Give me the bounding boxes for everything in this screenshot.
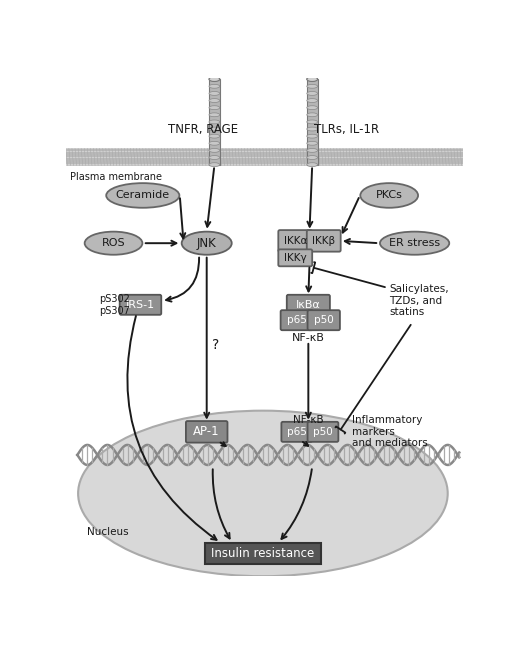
Ellipse shape — [209, 120, 220, 124]
Ellipse shape — [307, 120, 317, 124]
Ellipse shape — [360, 183, 418, 208]
Text: Inflammatory
markers
and mediators: Inflammatory markers and mediators — [352, 415, 428, 448]
Ellipse shape — [307, 91, 317, 95]
Ellipse shape — [209, 127, 220, 131]
FancyBboxPatch shape — [278, 249, 312, 267]
Ellipse shape — [209, 134, 220, 138]
FancyBboxPatch shape — [307, 230, 341, 252]
Ellipse shape — [307, 141, 317, 145]
Text: IκBα: IκBα — [296, 300, 321, 310]
Bar — [307, 79, 317, 164]
Bar — [209, 79, 220, 164]
Text: JNK: JNK — [197, 237, 217, 250]
Text: IKKγ: IKKγ — [284, 253, 307, 263]
Text: p65: p65 — [287, 315, 307, 325]
FancyBboxPatch shape — [281, 422, 312, 442]
Ellipse shape — [307, 77, 317, 81]
Ellipse shape — [307, 148, 317, 152]
Text: pS307: pS307 — [99, 306, 130, 316]
Ellipse shape — [209, 148, 220, 152]
Text: p50: p50 — [314, 315, 334, 325]
FancyBboxPatch shape — [186, 421, 228, 443]
Ellipse shape — [209, 163, 220, 166]
Ellipse shape — [307, 155, 317, 159]
FancyBboxPatch shape — [281, 310, 313, 330]
Text: p65: p65 — [287, 427, 307, 437]
Text: Ceramide: Ceramide — [116, 190, 170, 201]
Text: ?: ? — [212, 338, 220, 352]
Text: Nucleus: Nucleus — [87, 527, 129, 537]
Text: TNFR, RAGE: TNFR, RAGE — [168, 124, 238, 137]
Text: PKCs: PKCs — [376, 190, 402, 201]
FancyBboxPatch shape — [287, 295, 330, 315]
Text: Insulin resistance: Insulin resistance — [211, 547, 315, 560]
Ellipse shape — [307, 127, 317, 131]
Text: IKKα: IKKα — [284, 236, 307, 246]
Text: Plasma membrane: Plasma membrane — [70, 171, 162, 182]
Ellipse shape — [85, 232, 142, 255]
Ellipse shape — [182, 232, 232, 255]
Ellipse shape — [307, 134, 317, 138]
Ellipse shape — [209, 113, 220, 116]
Text: Salicylates,
TZDs, and
statins: Salicylates, TZDs, and statins — [389, 284, 449, 317]
Ellipse shape — [209, 155, 220, 159]
Text: IRS-1: IRS-1 — [126, 300, 155, 310]
Ellipse shape — [380, 232, 449, 255]
Bar — [205, 543, 320, 564]
FancyBboxPatch shape — [308, 310, 340, 330]
Text: p50: p50 — [313, 427, 333, 437]
FancyBboxPatch shape — [278, 230, 312, 252]
Ellipse shape — [106, 183, 180, 208]
Ellipse shape — [307, 113, 317, 116]
Text: NF-κB: NF-κB — [293, 415, 324, 424]
Text: ROS: ROS — [102, 238, 125, 248]
Ellipse shape — [307, 84, 317, 88]
Ellipse shape — [307, 77, 317, 82]
Ellipse shape — [307, 163, 317, 166]
Text: IKKβ: IKKβ — [312, 236, 335, 246]
Text: TLRs, IL-1R: TLRs, IL-1R — [314, 124, 379, 137]
Bar — [66, 148, 463, 166]
Ellipse shape — [209, 98, 220, 102]
Text: NF-κB: NF-κB — [292, 333, 325, 344]
Text: pS302: pS302 — [99, 294, 130, 303]
FancyBboxPatch shape — [308, 422, 338, 442]
Ellipse shape — [209, 141, 220, 145]
Ellipse shape — [209, 84, 220, 88]
Text: AP-1: AP-1 — [194, 425, 220, 438]
Text: ER stress: ER stress — [389, 238, 440, 248]
Ellipse shape — [307, 98, 317, 102]
FancyBboxPatch shape — [120, 295, 162, 315]
Ellipse shape — [209, 91, 220, 95]
Ellipse shape — [78, 411, 448, 576]
Ellipse shape — [209, 77, 220, 82]
Ellipse shape — [209, 77, 220, 81]
Ellipse shape — [307, 105, 317, 109]
Ellipse shape — [209, 105, 220, 109]
